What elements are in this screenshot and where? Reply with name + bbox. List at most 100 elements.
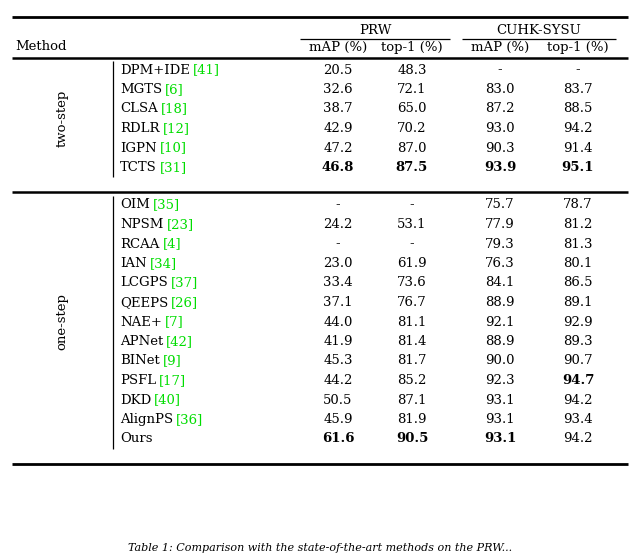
Text: 93.1: 93.1: [485, 394, 515, 407]
Text: -: -: [336, 237, 340, 250]
Text: 85.2: 85.2: [397, 374, 427, 387]
Text: 83.0: 83.0: [485, 83, 515, 96]
Text: [10]: [10]: [159, 142, 187, 155]
Text: MGTS: MGTS: [120, 83, 162, 96]
Text: 90.5: 90.5: [396, 432, 428, 446]
Text: CLSA: CLSA: [120, 102, 157, 115]
Text: 44.2: 44.2: [323, 374, 353, 387]
Text: top-1 (%): top-1 (%): [547, 40, 609, 54]
Text: 92.3: 92.3: [485, 374, 515, 387]
Text: NAE+: NAE+: [120, 315, 162, 329]
Text: CUHK-SYSU: CUHK-SYSU: [497, 24, 581, 36]
Text: AlignPS: AlignPS: [120, 413, 173, 426]
Text: PRW: PRW: [359, 24, 391, 36]
Text: [18]: [18]: [161, 102, 188, 115]
Text: PSFL: PSFL: [120, 374, 156, 387]
Text: 78.7: 78.7: [563, 198, 593, 212]
Text: 89.1: 89.1: [563, 296, 593, 309]
Text: 87.0: 87.0: [397, 142, 427, 155]
Text: 89.3: 89.3: [563, 335, 593, 348]
Text: 87.1: 87.1: [397, 394, 427, 407]
Text: 23.0: 23.0: [323, 257, 353, 270]
Text: RDLR: RDLR: [120, 122, 159, 135]
Text: 24.2: 24.2: [323, 218, 353, 231]
Text: 84.1: 84.1: [485, 277, 515, 290]
Text: NPSM: NPSM: [120, 218, 163, 231]
Text: 88.9: 88.9: [485, 296, 515, 309]
Text: [17]: [17]: [159, 374, 186, 387]
Text: 41.9: 41.9: [323, 335, 353, 348]
Text: 44.0: 44.0: [323, 315, 353, 329]
Text: 70.2: 70.2: [397, 122, 427, 135]
Text: 90.7: 90.7: [563, 354, 593, 367]
Text: 46.8: 46.8: [322, 161, 354, 174]
Text: 79.3: 79.3: [485, 237, 515, 250]
Text: 32.6: 32.6: [323, 83, 353, 96]
Text: one-step: one-step: [56, 293, 68, 351]
Text: [4]: [4]: [163, 237, 181, 250]
Text: 95.1: 95.1: [562, 161, 595, 174]
Text: -: -: [576, 63, 580, 77]
Text: 38.7: 38.7: [323, 102, 353, 115]
Text: 61.9: 61.9: [397, 257, 427, 270]
Text: 42.9: 42.9: [323, 122, 353, 135]
Text: RCAA: RCAA: [120, 237, 159, 250]
Text: Table 1: Comparison with the state-of-the-art methods on the PRW...: Table 1: Comparison with the state-of-th…: [128, 543, 512, 553]
Text: 91.4: 91.4: [563, 142, 593, 155]
Text: 33.4: 33.4: [323, 277, 353, 290]
Text: 90.0: 90.0: [485, 354, 515, 367]
Text: 94.2: 94.2: [563, 122, 593, 135]
Text: -: -: [410, 198, 414, 212]
Text: OIM: OIM: [120, 198, 150, 212]
Text: 92.9: 92.9: [563, 315, 593, 329]
Text: 88.9: 88.9: [485, 335, 515, 348]
Text: [35]: [35]: [153, 198, 180, 212]
Text: [12]: [12]: [163, 122, 189, 135]
Text: 88.5: 88.5: [563, 102, 593, 115]
Text: 81.3: 81.3: [563, 237, 593, 250]
Text: 53.1: 53.1: [397, 218, 427, 231]
Text: 72.1: 72.1: [397, 83, 427, 96]
Text: -: -: [410, 237, 414, 250]
Text: 80.1: 80.1: [563, 257, 593, 270]
Text: [41]: [41]: [193, 63, 220, 77]
Text: [31]: [31]: [160, 161, 187, 174]
Text: [26]: [26]: [172, 296, 198, 309]
Text: 93.1: 93.1: [484, 432, 516, 446]
Text: LCGPS: LCGPS: [120, 277, 168, 290]
Text: 65.0: 65.0: [397, 102, 427, 115]
Text: [7]: [7]: [165, 315, 184, 329]
Text: 83.7: 83.7: [563, 83, 593, 96]
Text: 90.3: 90.3: [485, 142, 515, 155]
Text: 93.1: 93.1: [485, 413, 515, 426]
Text: [34]: [34]: [150, 257, 177, 270]
Text: 75.7: 75.7: [485, 198, 515, 212]
Text: 87.5: 87.5: [396, 161, 428, 174]
Text: DKD: DKD: [120, 394, 151, 407]
Text: mAP (%): mAP (%): [309, 40, 367, 54]
Text: 93.9: 93.9: [484, 161, 516, 174]
Text: 81.7: 81.7: [397, 354, 427, 367]
Text: 86.5: 86.5: [563, 277, 593, 290]
Text: 50.5: 50.5: [323, 394, 353, 407]
Text: 94.7: 94.7: [562, 374, 594, 387]
Text: 45.9: 45.9: [323, 413, 353, 426]
Text: 93.0: 93.0: [485, 122, 515, 135]
Text: 81.2: 81.2: [563, 218, 593, 231]
Text: 45.3: 45.3: [323, 354, 353, 367]
Text: IAN: IAN: [120, 257, 147, 270]
Text: 93.4: 93.4: [563, 413, 593, 426]
Text: DPM+IDE: DPM+IDE: [120, 63, 190, 77]
Text: 20.5: 20.5: [323, 63, 353, 77]
Text: [37]: [37]: [171, 277, 198, 290]
Text: Method: Method: [15, 40, 67, 54]
Text: 92.1: 92.1: [485, 315, 515, 329]
Text: APNet: APNet: [120, 335, 163, 348]
Text: 61.6: 61.6: [322, 432, 355, 446]
Text: [23]: [23]: [166, 218, 193, 231]
Text: 81.1: 81.1: [397, 315, 427, 329]
Text: 77.9: 77.9: [485, 218, 515, 231]
Text: 94.2: 94.2: [563, 394, 593, 407]
Text: 76.3: 76.3: [485, 257, 515, 270]
Text: 73.6: 73.6: [397, 277, 427, 290]
